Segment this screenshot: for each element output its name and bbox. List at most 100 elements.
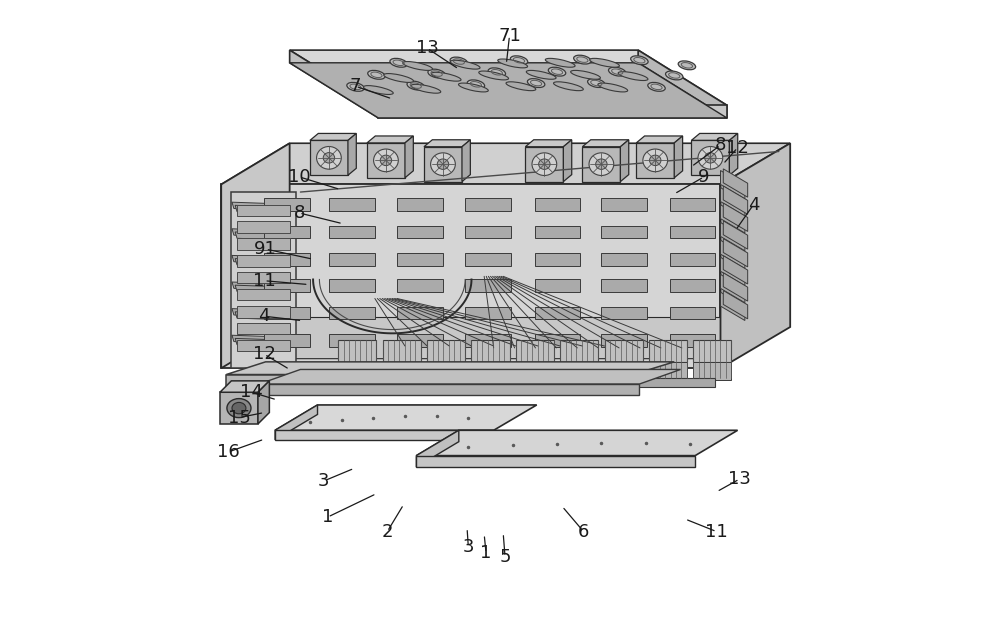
Polygon shape xyxy=(535,307,580,319)
Polygon shape xyxy=(723,256,748,284)
Polygon shape xyxy=(232,309,270,316)
Text: 3: 3 xyxy=(318,472,330,490)
Ellipse shape xyxy=(437,159,449,170)
Polygon shape xyxy=(264,334,310,347)
Text: 12: 12 xyxy=(253,345,276,363)
Ellipse shape xyxy=(380,155,392,166)
Text: 1: 1 xyxy=(322,508,333,526)
Ellipse shape xyxy=(458,83,488,92)
Ellipse shape xyxy=(648,83,665,91)
Polygon shape xyxy=(601,279,647,292)
Polygon shape xyxy=(397,334,443,347)
Polygon shape xyxy=(723,273,748,301)
Polygon shape xyxy=(232,202,270,210)
Ellipse shape xyxy=(589,153,614,175)
Polygon shape xyxy=(427,362,465,380)
Ellipse shape xyxy=(407,81,424,90)
Ellipse shape xyxy=(411,84,441,93)
Polygon shape xyxy=(226,375,633,391)
Polygon shape xyxy=(723,169,748,197)
Polygon shape xyxy=(235,232,273,239)
Polygon shape xyxy=(720,171,745,199)
Ellipse shape xyxy=(227,399,251,418)
Polygon shape xyxy=(237,306,290,318)
Polygon shape xyxy=(378,105,727,118)
Text: 12: 12 xyxy=(726,138,749,157)
Text: 9: 9 xyxy=(698,168,710,186)
Polygon shape xyxy=(231,318,784,359)
Polygon shape xyxy=(649,362,687,380)
Ellipse shape xyxy=(488,68,506,77)
Polygon shape xyxy=(465,307,511,319)
Polygon shape xyxy=(264,253,310,265)
Polygon shape xyxy=(582,147,620,182)
Polygon shape xyxy=(235,258,273,266)
Polygon shape xyxy=(729,133,738,175)
Ellipse shape xyxy=(506,82,536,91)
Polygon shape xyxy=(691,140,729,175)
Text: 71: 71 xyxy=(498,27,521,44)
Ellipse shape xyxy=(588,79,605,88)
Polygon shape xyxy=(601,307,647,319)
Polygon shape xyxy=(674,136,683,178)
Polygon shape xyxy=(348,133,356,175)
Polygon shape xyxy=(471,362,510,380)
Polygon shape xyxy=(424,140,470,147)
Polygon shape xyxy=(465,253,511,265)
Polygon shape xyxy=(259,370,681,384)
Ellipse shape xyxy=(323,152,335,163)
Polygon shape xyxy=(329,225,375,238)
Polygon shape xyxy=(329,279,375,292)
Polygon shape xyxy=(416,431,459,467)
Polygon shape xyxy=(516,362,554,380)
Text: 8: 8 xyxy=(293,204,305,222)
Ellipse shape xyxy=(539,159,550,170)
Text: 14: 14 xyxy=(240,384,263,401)
Polygon shape xyxy=(258,381,269,424)
Text: 13: 13 xyxy=(416,39,439,57)
Text: 10: 10 xyxy=(288,168,310,186)
Polygon shape xyxy=(264,225,310,238)
Ellipse shape xyxy=(450,60,480,69)
Text: 7: 7 xyxy=(350,77,361,95)
Polygon shape xyxy=(636,143,674,178)
Polygon shape xyxy=(670,225,715,238)
Ellipse shape xyxy=(598,83,628,92)
Polygon shape xyxy=(290,63,727,118)
Ellipse shape xyxy=(368,70,385,79)
Polygon shape xyxy=(397,198,443,211)
Ellipse shape xyxy=(479,71,509,80)
Polygon shape xyxy=(259,384,639,395)
Polygon shape xyxy=(237,340,290,351)
Ellipse shape xyxy=(232,403,246,414)
Polygon shape xyxy=(693,340,731,362)
Polygon shape xyxy=(465,334,511,347)
Polygon shape xyxy=(397,307,443,319)
Polygon shape xyxy=(264,198,310,211)
Text: 1: 1 xyxy=(480,544,492,562)
Polygon shape xyxy=(329,307,375,319)
Text: 13: 13 xyxy=(728,470,751,488)
Text: 11: 11 xyxy=(253,272,276,290)
Polygon shape xyxy=(720,187,745,216)
Polygon shape xyxy=(235,312,273,319)
Ellipse shape xyxy=(403,62,433,70)
Ellipse shape xyxy=(608,67,626,76)
Polygon shape xyxy=(290,50,378,118)
Ellipse shape xyxy=(618,72,648,81)
Polygon shape xyxy=(237,238,290,250)
Polygon shape xyxy=(338,362,376,380)
Ellipse shape xyxy=(666,71,683,80)
Polygon shape xyxy=(264,307,310,319)
Polygon shape xyxy=(465,198,511,211)
Ellipse shape xyxy=(631,56,648,65)
Ellipse shape xyxy=(363,86,393,95)
Polygon shape xyxy=(723,239,748,267)
Polygon shape xyxy=(424,147,462,182)
Ellipse shape xyxy=(390,58,407,67)
Polygon shape xyxy=(226,362,674,375)
Polygon shape xyxy=(232,335,270,343)
Polygon shape xyxy=(310,133,356,140)
Polygon shape xyxy=(397,279,443,292)
Text: 3: 3 xyxy=(463,538,474,556)
